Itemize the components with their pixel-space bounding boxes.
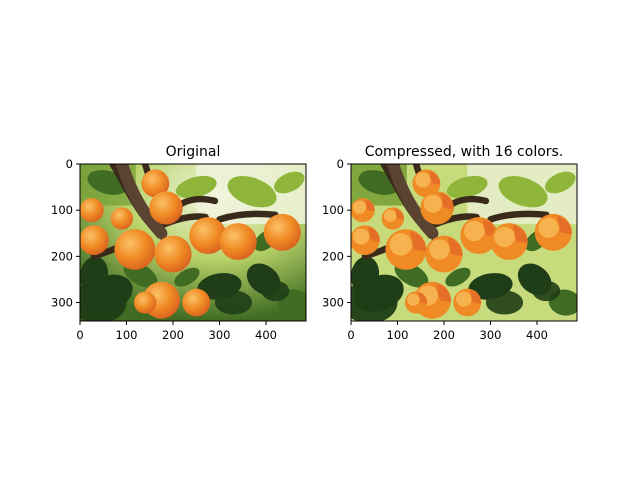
x-tick-label: 200: [162, 328, 184, 342]
y-tick-label: 100: [322, 203, 344, 217]
x-tick-label: 100: [116, 328, 138, 342]
axes-frame: [350, 163, 578, 322]
y-tick-label: 300: [322, 296, 344, 310]
image-panel-1: Original 0 100 200 300 400 0 100 200 300: [51, 144, 307, 342]
y-tick-label: 0: [337, 157, 344, 171]
y-tick-label: 200: [51, 249, 73, 263]
x-tick-label: 100: [387, 328, 409, 342]
y-tick-label: 100: [51, 203, 73, 217]
x-tick-label: 200: [433, 328, 455, 342]
x-tick-label: 0: [76, 328, 83, 342]
y-tick-label: 300: [51, 296, 73, 310]
x-tick-label: 0: [347, 328, 354, 342]
y-tick-label: 0: [66, 157, 73, 171]
x-tick-label: 300: [480, 328, 502, 342]
x-tick-label: 300: [209, 328, 231, 342]
image-content: [351, 164, 577, 321]
y-tick-label: 200: [322, 249, 344, 263]
image-content: [80, 164, 306, 321]
x-tick-label: 400: [255, 328, 277, 342]
panel-title: Compressed, with 16 colors.: [365, 144, 564, 160]
image-panel-2: Compressed, with 16 colors. 0 100 200 300 400…: [322, 144, 578, 342]
axes-frame: [79, 163, 307, 322]
x-tick-label: 400: [526, 328, 548, 342]
panel-title: Original: [166, 144, 221, 160]
